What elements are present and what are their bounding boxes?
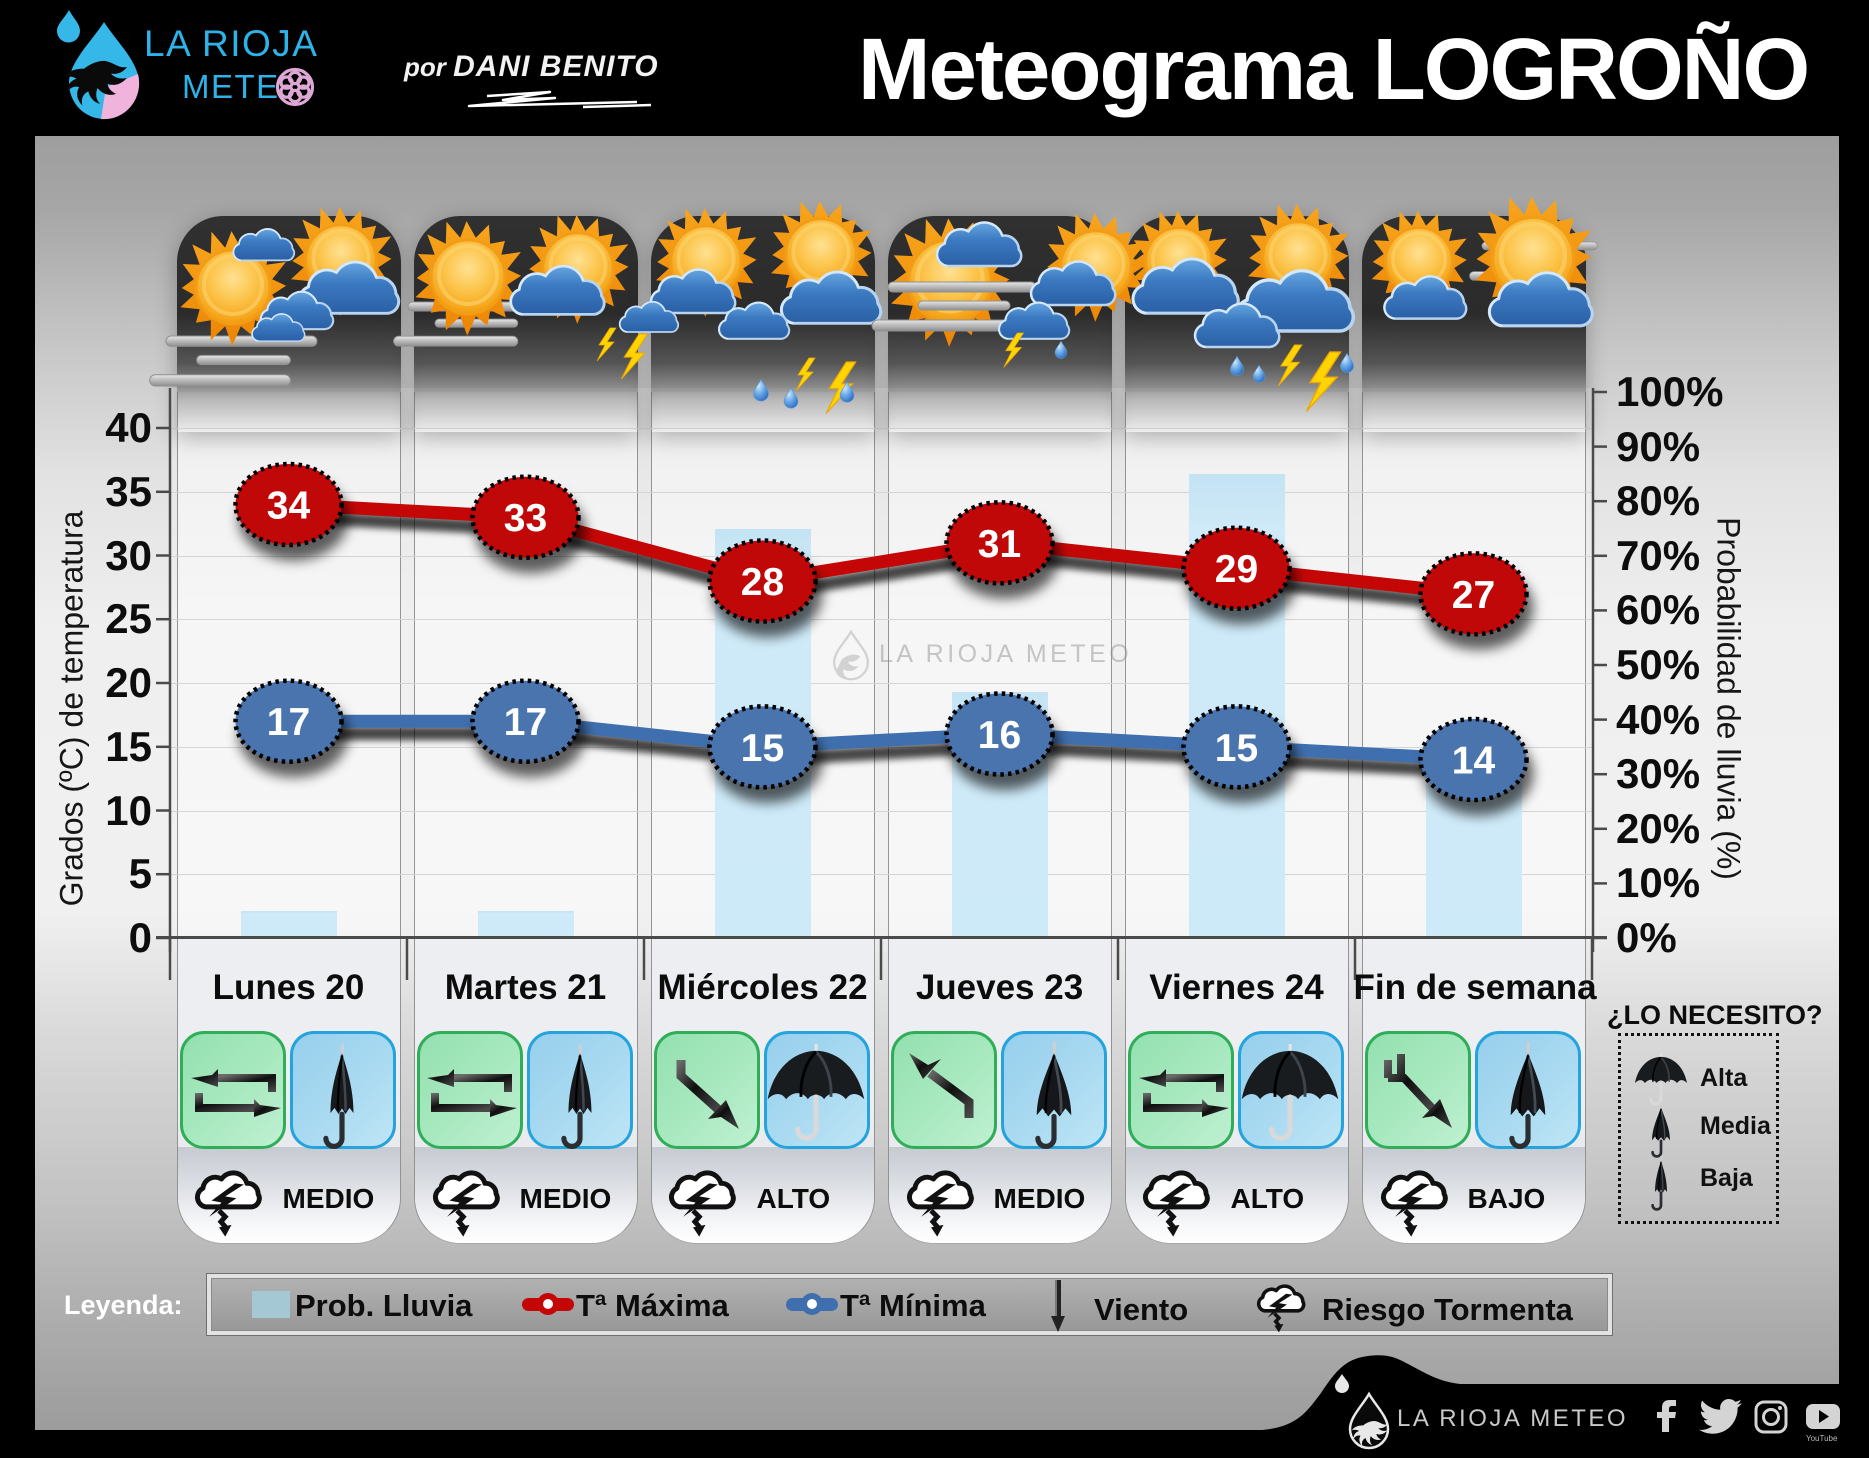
svg-text:15: 15 xyxy=(741,727,784,770)
svg-text:LA RIOJA: LA RIOJA xyxy=(144,23,318,64)
svg-text:14: 14 xyxy=(1452,740,1496,783)
svg-text:33: 33 xyxy=(504,497,547,540)
svg-text:16: 16 xyxy=(978,714,1021,757)
svg-text:28: 28 xyxy=(741,561,784,604)
svg-text:15: 15 xyxy=(1215,727,1258,770)
svg-text:17: 17 xyxy=(267,701,310,744)
svg-text:LA RIOJA METEO: LA RIOJA METEO xyxy=(1397,1405,1628,1432)
svg-text:17: 17 xyxy=(504,701,547,744)
svg-text:29: 29 xyxy=(1215,548,1258,591)
svg-text:34: 34 xyxy=(267,485,311,528)
svg-text:YouTube: YouTube xyxy=(1806,1434,1838,1443)
svg-text:31: 31 xyxy=(978,523,1021,566)
svg-text:METE: METE xyxy=(182,68,280,105)
svg-text:27: 27 xyxy=(1452,574,1495,617)
